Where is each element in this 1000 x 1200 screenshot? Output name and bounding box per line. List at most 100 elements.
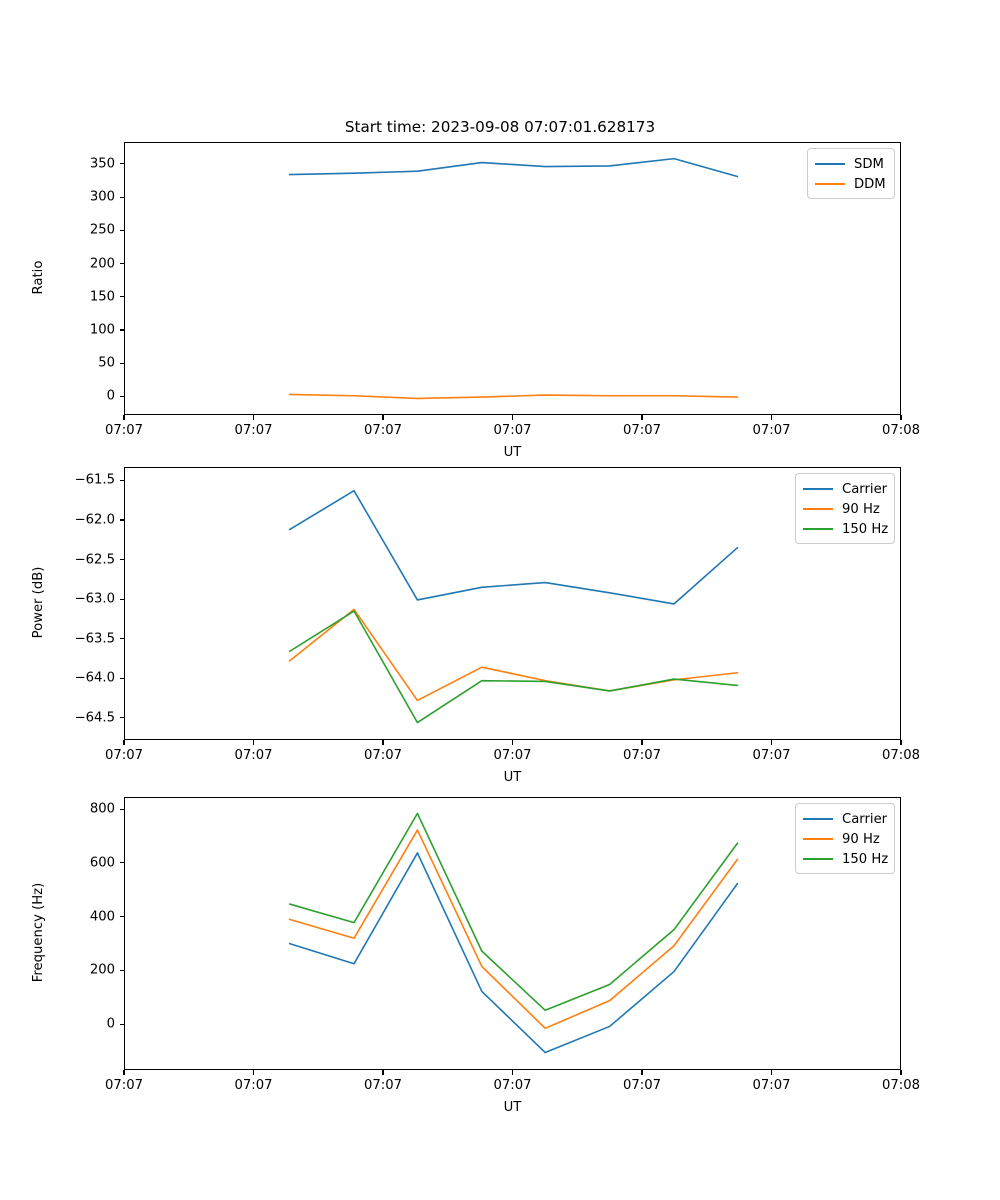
legend-label: 90 Hz [842,831,880,847]
x-axis-label: UT [503,445,522,460]
xtick-mark [382,740,384,745]
xtick-mark [511,740,514,745]
xtick-label: 07:07 [363,423,402,438]
plot-area [288,157,739,400]
xtick-mark [641,415,643,420]
xtick-mark [770,415,773,420]
legend-item[interactable]: 150 Hz [803,519,889,539]
ytick-mark [119,362,124,364]
legend-label: 150 Hz [842,851,889,867]
ytick-label: −63.0 [74,591,115,607]
series-line-150-hz [288,812,739,1012]
xtick-mark [770,740,773,745]
ytick-label: 600 [89,855,115,871]
ytick-label: 400 [89,909,115,925]
legend-item[interactable]: Carrier [803,479,887,499]
xtick-mark [900,415,902,420]
xtick-mark [511,415,514,420]
ytick-label: 100 [89,322,115,338]
xtick-mark [252,415,255,420]
xtick-label: 07:07 [493,423,532,438]
xtick-label: 07:07 [493,1078,532,1093]
legend-label: Carrier [842,811,888,827]
ytick-mark [119,559,124,561]
legend[interactable]: Carrier 90 Hz 150 Hz [795,473,895,544]
plot-area [288,812,739,1054]
ytick-label: −61.5 [74,472,115,488]
ytick-mark [119,163,124,165]
xtick-mark [123,740,125,745]
subplot-1: 0 50 100 150 200 250 300 350 07:07 07:07 07:07 07:0… [31,142,920,460]
ytick-mark [119,1023,124,1025]
xtick-label: 07:08 [881,1078,921,1093]
xtick-label: 07:07 [234,423,273,438]
ytick-mark [119,717,124,719]
legend-label: 150 Hz [842,521,889,537]
legend-item[interactable]: Carrier [803,809,887,829]
legend-item[interactable]: 150 Hz [803,849,889,869]
subplot-3: 0 200 400 600 800 07:07 07:07 07:07 07:07 07:07 07… [31,797,920,1115]
xtick-mark [770,1070,773,1075]
xtick-label: 07:08 [881,748,921,763]
xtick-label: 07:07 [104,748,144,763]
plot-area [288,489,739,724]
xtick-label: 07:07 [104,1078,144,1093]
ytick-label: 350 [89,156,115,172]
legend-item[interactable]: SDM [815,154,887,174]
ytick-mark [119,263,124,265]
xtick-label: 07:07 [752,423,791,438]
ytick-label: 250 [89,222,115,238]
ytick-label: −64.0 [74,670,115,686]
xtick-label: 07:07 [363,1078,402,1093]
ytick-label: 200 [89,962,115,978]
series-line-carrier [288,489,739,605]
xtick-label: 07:07 [752,1078,791,1093]
legend-item[interactable]: 90 Hz [803,499,887,519]
legend-color-swatch [815,182,845,186]
series-line-90-hz [288,608,739,702]
legend-label: 90 Hz [842,501,880,517]
subplot-2: −61.5 −62.0 −62.5 −63.0 −63.5 −64.0 −64.5 07:07… [31,467,920,785]
xtick-label: 07:07 [622,1078,661,1093]
xtick-label: 07:07 [752,748,791,763]
legend-label: DDM [854,176,886,192]
legend-color-swatch [803,817,833,821]
series-line-150-hz [288,610,739,724]
ytick-mark [119,519,124,521]
ytick-mark [119,677,124,679]
xtick-label: 07:07 [622,748,661,763]
ytick-mark [119,296,124,298]
xtick-mark [123,1070,125,1075]
legend-item[interactable]: 90 Hz [803,829,887,849]
ytick-mark [119,916,124,918]
ytick-label: −63.5 [74,631,115,647]
axes-frame [124,797,901,1070]
axes-frame [124,142,901,415]
y-axis-label: Power (dB) [30,566,46,638]
ytick-mark [119,196,124,198]
xtick-mark [900,740,902,745]
xtick-mark [511,1070,514,1075]
x-axis-label: UT [503,770,522,785]
xtick-label: 07:07 [234,748,273,763]
ytick-mark [119,638,124,640]
legend-color-swatch [803,857,833,861]
xtick-label: 07:07 [622,423,661,438]
legend-label: SDM [854,156,884,172]
xtick-label: 07:07 [363,748,402,763]
ytick-mark [119,329,124,331]
ytick-mark [119,862,124,864]
ytick-label: −62.0 [74,512,115,528]
legend-color-swatch [803,487,833,491]
legend[interactable]: Carrier 90 Hz 150 Hz [795,803,895,874]
ytick-label: −64.5 [74,710,115,726]
legend-color-swatch [803,507,833,511]
legend-item[interactable]: DDM [815,174,887,194]
series-line-carrier [288,852,739,1054]
ytick-label: 200 [89,256,115,272]
ytick-mark [119,229,124,231]
ytick-label: 800 [89,801,115,817]
ytick-mark [119,479,124,481]
legend[interactable]: SDM DDM [807,148,895,199]
